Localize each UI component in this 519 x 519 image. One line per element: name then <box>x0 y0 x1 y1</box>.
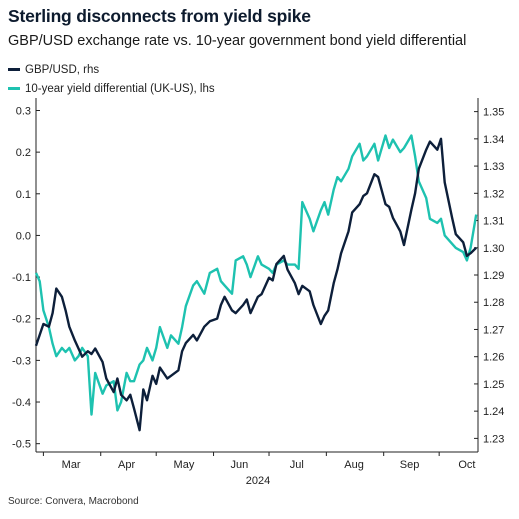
legend-swatch-gbpusd <box>8 68 20 71</box>
left-tick-label: -0.1 <box>12 272 31 284</box>
left-tick-label: -0.4 <box>12 397 31 409</box>
source-note: Source: Convera, Macrobond <box>8 496 139 507</box>
legend-label-yield: 10-year yield differential (UK-US), lhs <box>25 82 215 95</box>
x-axis-label: 2024 <box>246 475 270 487</box>
right-tick-label: 1.34 <box>483 134 504 146</box>
x-tick-label: Mar <box>62 459 81 471</box>
x-tick-label: Aug <box>344 459 364 471</box>
right-tick-label: 1.32 <box>483 188 504 200</box>
series-line-yield <box>34 134 478 416</box>
right-tick-label: 1.28 <box>483 297 504 309</box>
x-tick-label: Apr <box>118 459 135 471</box>
right-tick-label: 1.30 <box>483 243 504 255</box>
legend-label-gbpusd: GBP/USD, rhs <box>25 63 100 76</box>
chart-subtitle: GBP/USD exchange rate vs. 10-year govern… <box>8 33 467 49</box>
x-tick-label: Jul <box>290 459 304 471</box>
right-tick-label: 1.25 <box>483 379 504 391</box>
x-tick-label: May <box>174 459 195 471</box>
left-tick-label: -0.5 <box>12 439 31 451</box>
right-tick-label: 1.27 <box>483 324 504 336</box>
left-tick-label: -0.3 <box>12 355 31 367</box>
legend-swatch-yield <box>8 87 20 90</box>
x-tick-label: Sep <box>400 459 420 471</box>
right-tick-label: 1.24 <box>483 406 504 418</box>
right-tick-label: 1.31 <box>483 216 504 228</box>
left-tick-label: 0.1 <box>16 189 31 201</box>
legend-item-gbpusd: GBP/USD, rhs <box>8 60 215 79</box>
series-lines <box>34 134 478 432</box>
x-tick-label: Oct <box>458 459 475 471</box>
right-tick-label: 1.33 <box>483 161 504 173</box>
chart-title: Sterling disconnects from yield spike <box>8 6 311 26</box>
left-tick-label: 0.2 <box>16 147 31 159</box>
series-line-gbpusd <box>34 137 478 432</box>
right-tick-label: 1.23 <box>483 433 504 445</box>
right-tick-label: 1.26 <box>483 352 504 364</box>
right-tick-label: 1.35 <box>483 107 504 119</box>
right-tick-label: 1.29 <box>483 270 504 282</box>
left-tick-label: 0.3 <box>16 105 31 117</box>
left-tick-label: 0.0 <box>16 230 31 242</box>
legend: GBP/USD, rhs 10-year yield differential … <box>8 60 215 98</box>
axes: 0.3 0.2 0.1 0.0 -0.1 -0.2 -0.3 -0.4 -0.5 1.35 1.34… <box>12 98 504 471</box>
x-tick-label: Jun <box>231 459 249 471</box>
legend-item-yield: 10-year yield differential (UK-US), lhs <box>8 79 215 98</box>
left-tick-label: -0.2 <box>12 314 31 326</box>
